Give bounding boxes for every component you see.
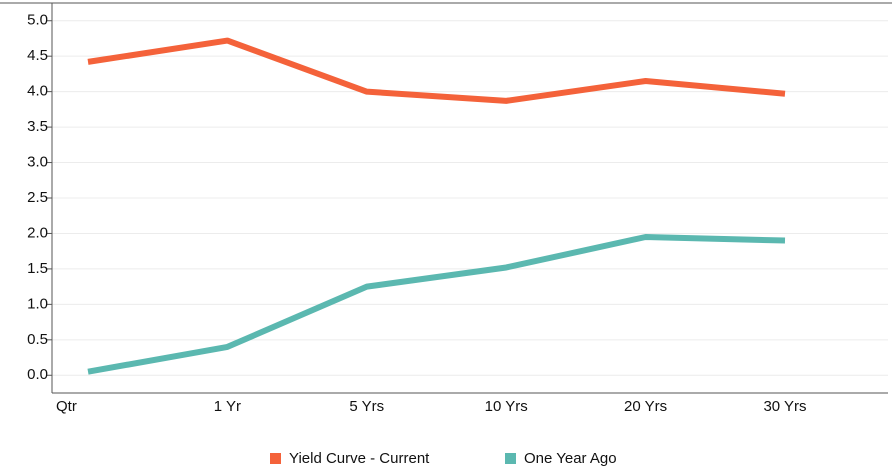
y-tick-label: 2.5 bbox=[27, 189, 48, 206]
x-tick-label: 5 Yrs bbox=[349, 398, 384, 415]
y-tick-label: 3.0 bbox=[27, 154, 48, 171]
legend-swatch bbox=[270, 453, 281, 464]
y-tick-label: 3.5 bbox=[27, 118, 48, 135]
x-tick-label: 30 Yrs bbox=[763, 398, 806, 415]
legend-swatch bbox=[505, 453, 516, 464]
legend-label: One Year Ago bbox=[524, 450, 617, 467]
y-tick-label: 5.0 bbox=[27, 12, 48, 29]
y-tick-label: 0.5 bbox=[27, 331, 48, 348]
x-tick-label: 10 Yrs bbox=[485, 398, 528, 415]
x-tick-label: 20 Yrs bbox=[624, 398, 667, 415]
y-tick-label: 1.0 bbox=[27, 295, 48, 312]
series-line bbox=[87, 37, 786, 104]
series-line bbox=[87, 234, 786, 375]
y-tick-label: 2.0 bbox=[27, 224, 48, 241]
y-tick-label: 4.0 bbox=[27, 83, 48, 100]
y-tick-label: 4.5 bbox=[27, 47, 48, 64]
x-tick-label: 1 Yr bbox=[214, 398, 241, 415]
y-tick-label: 1.5 bbox=[27, 260, 48, 277]
x-tick-label: Qtr bbox=[56, 398, 77, 415]
legend-label: Yield Curve - Current bbox=[289, 450, 430, 467]
y-tick-label: 0.0 bbox=[27, 366, 48, 383]
